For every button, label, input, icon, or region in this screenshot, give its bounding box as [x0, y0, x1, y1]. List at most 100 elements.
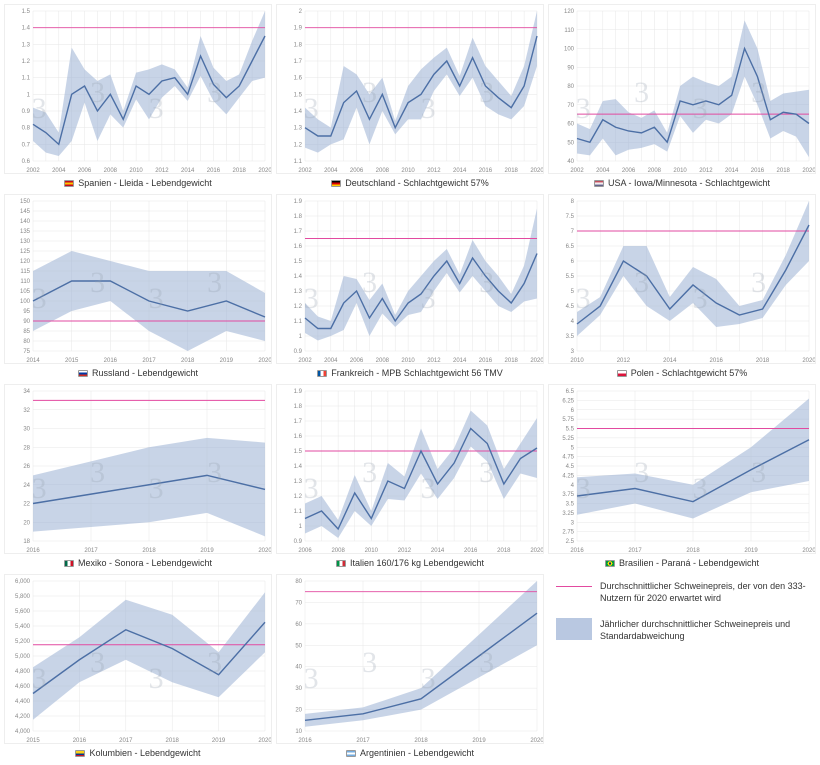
- svg-text:6.5: 6.5: [566, 244, 575, 250]
- panel-mexico: 3333182022242628303234201620172018201920…: [4, 384, 272, 570]
- svg-text:2020: 2020: [258, 168, 271, 174]
- svg-text:20: 20: [23, 520, 30, 526]
- svg-text:85: 85: [23, 329, 30, 335]
- svg-text:5: 5: [571, 289, 575, 295]
- legend-ref-line: Durchschnittlicher Schweinepreis, der vo…: [556, 580, 808, 604]
- svg-text:28: 28: [23, 445, 30, 451]
- svg-text:1: 1: [27, 92, 31, 98]
- svg-text:2018: 2018: [142, 548, 156, 554]
- svg-text:8: 8: [571, 199, 575, 205]
- svg-text:2008: 2008: [331, 548, 345, 554]
- svg-text:4: 4: [571, 319, 575, 325]
- svg-text:2008: 2008: [376, 168, 390, 174]
- svg-text:34: 34: [23, 389, 30, 395]
- panel-russia: 3333758085909510010511011512012513013514…: [4, 194, 272, 380]
- svg-text:75: 75: [23, 349, 30, 355]
- flag-icon: [594, 180, 604, 187]
- svg-text:100: 100: [20, 299, 31, 305]
- svg-text:110: 110: [564, 28, 574, 34]
- svg-text:4,200: 4,200: [15, 714, 31, 720]
- svg-text:1.1: 1.1: [294, 509, 303, 515]
- svg-text:2012: 2012: [427, 168, 441, 174]
- svg-text:2012: 2012: [398, 548, 412, 554]
- svg-text:2006: 2006: [350, 358, 364, 364]
- svg-text:2014: 2014: [26, 358, 40, 364]
- svg-text:1.7: 1.7: [294, 419, 303, 425]
- svg-text:6.25: 6.25: [562, 398, 574, 404]
- svg-text:80: 80: [567, 84, 574, 90]
- flag-icon: [346, 750, 356, 757]
- flag-icon: [617, 370, 627, 377]
- svg-text:2014: 2014: [725, 168, 739, 174]
- svg-text:120: 120: [20, 259, 31, 265]
- svg-text:1.7: 1.7: [294, 229, 303, 235]
- svg-text:1.9: 1.9: [294, 26, 303, 32]
- flag-icon: [78, 370, 88, 377]
- svg-text:6,000: 6,000: [15, 579, 31, 585]
- svg-text:40: 40: [295, 665, 302, 671]
- svg-text:60: 60: [567, 122, 574, 128]
- svg-text:90: 90: [567, 65, 574, 71]
- svg-text:2006: 2006: [622, 168, 636, 174]
- svg-text:125: 125: [20, 249, 31, 255]
- svg-text:0.6: 0.6: [22, 159, 31, 165]
- svg-text:2006: 2006: [298, 548, 312, 554]
- svg-text:5,400: 5,400: [15, 624, 31, 630]
- svg-text:1.3: 1.3: [22, 42, 31, 48]
- svg-text:1.3: 1.3: [294, 126, 303, 132]
- panel-spain: 33330.60.70.80.911.11.21.31.41.520022004…: [4, 4, 272, 190]
- svg-text:5.5: 5.5: [566, 274, 575, 280]
- flag-icon: [317, 370, 327, 377]
- svg-text:2018: 2018: [497, 548, 511, 554]
- svg-text:2018: 2018: [233, 168, 247, 174]
- svg-text:2019: 2019: [200, 548, 214, 554]
- caption-text: Deutschland - Schlachtgewicht 57%: [345, 178, 489, 188]
- svg-text:2002: 2002: [298, 358, 312, 364]
- svg-text:145: 145: [20, 209, 31, 215]
- svg-text:2010: 2010: [129, 168, 143, 174]
- svg-text:1.5: 1.5: [294, 259, 303, 265]
- svg-text:1.4: 1.4: [294, 274, 303, 280]
- svg-text:90: 90: [23, 319, 30, 325]
- svg-text:50: 50: [295, 643, 302, 649]
- svg-text:5,800: 5,800: [15, 594, 31, 600]
- svg-text:50: 50: [567, 140, 574, 146]
- svg-text:2020: 2020: [530, 738, 543, 744]
- svg-text:1.8: 1.8: [294, 404, 303, 410]
- svg-text:10: 10: [295, 729, 302, 735]
- svg-text:2016: 2016: [298, 738, 312, 744]
- svg-text:2020: 2020: [258, 548, 271, 554]
- svg-text:0.9: 0.9: [294, 539, 303, 545]
- legend-band: Jährlicher durchschnittlicher Schweinepr…: [556, 618, 808, 642]
- svg-text:2008: 2008: [648, 168, 662, 174]
- svg-text:32: 32: [23, 408, 30, 414]
- svg-text:1.2: 1.2: [294, 304, 303, 310]
- svg-text:1.9: 1.9: [294, 199, 303, 205]
- svg-text:2012: 2012: [155, 168, 169, 174]
- svg-text:2018: 2018: [505, 358, 519, 364]
- svg-text:22: 22: [23, 502, 30, 508]
- svg-text:1: 1: [299, 334, 303, 340]
- svg-text:1.6: 1.6: [294, 76, 303, 82]
- svg-text:0.7: 0.7: [22, 142, 31, 148]
- panel-usa: 3333405060708090100110120200220042006200…: [548, 4, 816, 190]
- svg-text:1.5: 1.5: [22, 9, 31, 15]
- svg-text:20: 20: [295, 708, 302, 714]
- svg-text:3.25: 3.25: [562, 511, 574, 517]
- svg-text:2016: 2016: [479, 358, 493, 364]
- svg-text:2014: 2014: [453, 358, 467, 364]
- svg-text:3.5: 3.5: [566, 502, 575, 508]
- svg-text:2018: 2018: [181, 358, 195, 364]
- svg-text:2012: 2012: [699, 168, 713, 174]
- flag-icon: [64, 180, 74, 187]
- svg-text:2010: 2010: [401, 168, 415, 174]
- svg-text:2020: 2020: [802, 358, 815, 364]
- svg-text:1.4: 1.4: [294, 464, 303, 470]
- svg-text:2016: 2016: [464, 548, 478, 554]
- svg-text:1.8: 1.8: [294, 42, 303, 48]
- svg-text:4: 4: [571, 483, 575, 489]
- caption-text: Russland - Lebendgewicht: [92, 368, 198, 378]
- svg-text:7: 7: [571, 229, 575, 235]
- svg-text:3.5: 3.5: [566, 334, 575, 340]
- svg-text:0.8: 0.8: [22, 126, 31, 132]
